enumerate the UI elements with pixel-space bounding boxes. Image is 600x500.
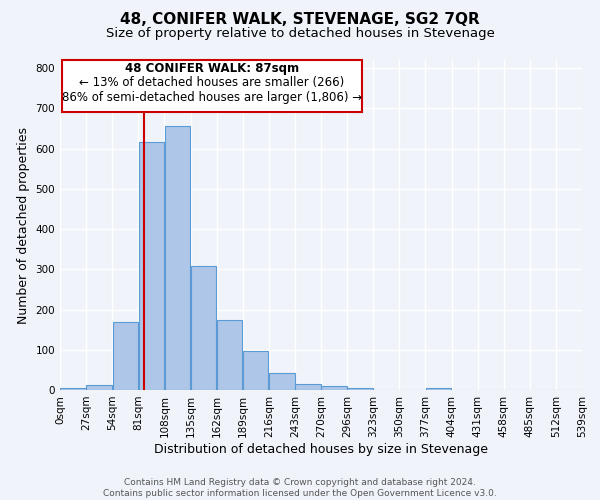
Text: 48, CONIFER WALK, STEVENAGE, SG2 7QR: 48, CONIFER WALK, STEVENAGE, SG2 7QR	[120, 12, 480, 28]
Text: ← 13% of detached houses are smaller (266): ← 13% of detached houses are smaller (26…	[79, 76, 344, 90]
Bar	[295, 384, 320, 390]
Text: 86% of semi-detached houses are larger (1,806) →: 86% of semi-detached houses are larger (…	[62, 92, 362, 104]
Bar	[113, 322, 138, 390]
Y-axis label: Number of detached properties: Number of detached properties	[17, 126, 30, 324]
Bar	[86, 385, 112, 390]
Bar	[426, 388, 451, 390]
Text: 48 CONIFER WALK: 87sqm: 48 CONIFER WALK: 87sqm	[125, 62, 299, 74]
Bar	[191, 266, 216, 390]
Bar	[243, 351, 268, 390]
Bar	[347, 388, 373, 390]
Bar	[322, 386, 347, 390]
Bar	[139, 142, 164, 390]
Bar	[61, 388, 86, 390]
Text: Size of property relative to detached houses in Stevenage: Size of property relative to detached ho…	[106, 28, 494, 40]
X-axis label: Distribution of detached houses by size in Stevenage: Distribution of detached houses by size …	[154, 442, 488, 456]
Bar	[217, 320, 242, 390]
Bar	[165, 126, 190, 390]
Text: Contains HM Land Registry data © Crown copyright and database right 2024.
Contai: Contains HM Land Registry data © Crown c…	[103, 478, 497, 498]
Bar	[62, 60, 362, 112]
Bar	[269, 373, 295, 390]
